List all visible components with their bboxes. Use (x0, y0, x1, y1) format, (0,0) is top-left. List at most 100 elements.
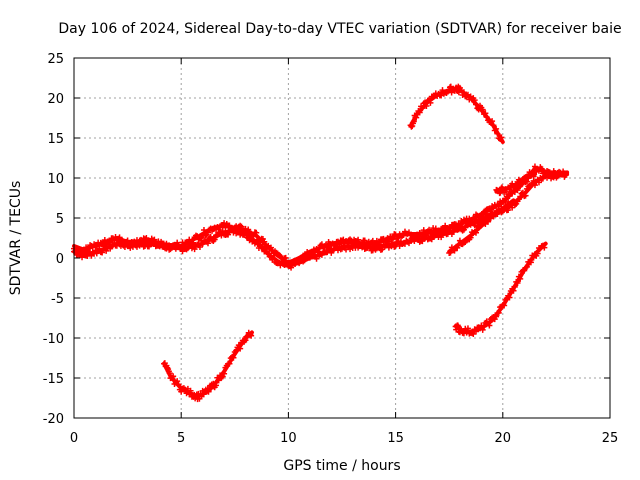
data-point (200, 227, 207, 234)
data-point (490, 122, 497, 129)
data-point (423, 102, 430, 109)
data-point (493, 125, 500, 132)
data-point (522, 192, 529, 199)
y-tick-label: -10 (43, 332, 64, 347)
data-point (438, 234, 445, 241)
x-tick-label: 20 (495, 431, 512, 446)
y-tick-label: -20 (43, 412, 64, 427)
data-point (324, 244, 331, 251)
data-point (225, 231, 232, 238)
data-point (379, 246, 386, 253)
data-point (514, 279, 521, 286)
y-tick-label: 5 (56, 212, 64, 227)
x-tick-label: 25 (602, 431, 619, 446)
data-point (419, 105, 426, 112)
data-point (357, 242, 364, 249)
data-point (143, 235, 150, 242)
data-point (428, 236, 435, 243)
data-point (479, 106, 486, 113)
data-point (314, 248, 321, 255)
chart-title: Day 106 of 2024, Sidereal Day-to-day VTE… (58, 21, 621, 37)
data-point (534, 250, 541, 257)
data-point (442, 222, 449, 229)
series-branch-upper (493, 169, 537, 197)
data-point (517, 275, 524, 282)
data-point (530, 173, 537, 180)
data-point (207, 233, 214, 240)
data-point (376, 241, 383, 248)
grid-lines (74, 58, 610, 418)
series-main-band-lower (71, 168, 570, 271)
data-point (213, 382, 220, 389)
data-point (253, 229, 260, 236)
data-point (436, 229, 443, 236)
data-point (562, 171, 569, 178)
data-point (170, 373, 177, 380)
data-point (493, 313, 500, 320)
data-point (211, 236, 218, 243)
data-point (226, 360, 233, 367)
data-point (510, 287, 517, 294)
data-points (71, 83, 570, 403)
data-point (313, 255, 320, 262)
x-tick-label: 15 (387, 431, 404, 446)
y-tick-label: 25 (47, 52, 64, 67)
data-point (509, 200, 516, 207)
data-point (498, 201, 505, 208)
data-point (450, 228, 457, 235)
data-point (265, 250, 272, 257)
y-tick-label: -5 (51, 292, 64, 307)
data-point (426, 226, 433, 233)
data-point (373, 237, 380, 244)
data-point (501, 189, 508, 196)
data-point (490, 213, 497, 220)
data-point (538, 165, 545, 172)
series-main-band-upper (71, 163, 570, 268)
data-point (486, 322, 493, 329)
data-point (541, 244, 548, 251)
data-point (172, 245, 179, 252)
data-point (282, 254, 289, 261)
y-axis-label: SDTVAR / TECUs (8, 181, 24, 296)
data-point (221, 370, 228, 377)
data-point (482, 110, 489, 117)
data-point (481, 323, 488, 330)
data-point (151, 236, 158, 243)
data-point (166, 370, 173, 377)
data-point (489, 118, 496, 125)
data-point (196, 244, 203, 251)
y-tick-label: -15 (43, 372, 64, 387)
data-point (248, 332, 255, 339)
plot-frame (73, 57, 611, 419)
data-point (116, 234, 123, 241)
data-point (237, 345, 244, 352)
data-point (535, 179, 542, 186)
data-point (288, 264, 295, 271)
data-point (458, 326, 465, 333)
data-point (247, 331, 254, 338)
series-line (408, 86, 505, 144)
data-point (494, 130, 501, 137)
data-point (455, 323, 462, 330)
data-point (427, 99, 434, 106)
data-point (200, 391, 207, 398)
data-point (242, 337, 249, 344)
x-axis-label: GPS time / hours (283, 458, 400, 474)
data-point (139, 241, 146, 248)
axes: 0 5 10 15 20 25 -20 -15 -10 -5 0 5 10 15 20 25 (43, 52, 619, 446)
data-point (506, 186, 513, 193)
data-point (410, 118, 417, 125)
data-point (506, 294, 513, 301)
data-point (280, 259, 287, 266)
y-tick-label: 0 (56, 252, 64, 267)
data-point (107, 239, 114, 246)
data-point (456, 222, 463, 229)
data-point (483, 114, 490, 121)
data-point (175, 381, 182, 388)
data-point (205, 240, 211, 247)
data-point (473, 101, 479, 108)
data-point (408, 123, 415, 130)
data-point (467, 234, 474, 241)
data-point (511, 283, 518, 290)
data-point (174, 378, 181, 385)
